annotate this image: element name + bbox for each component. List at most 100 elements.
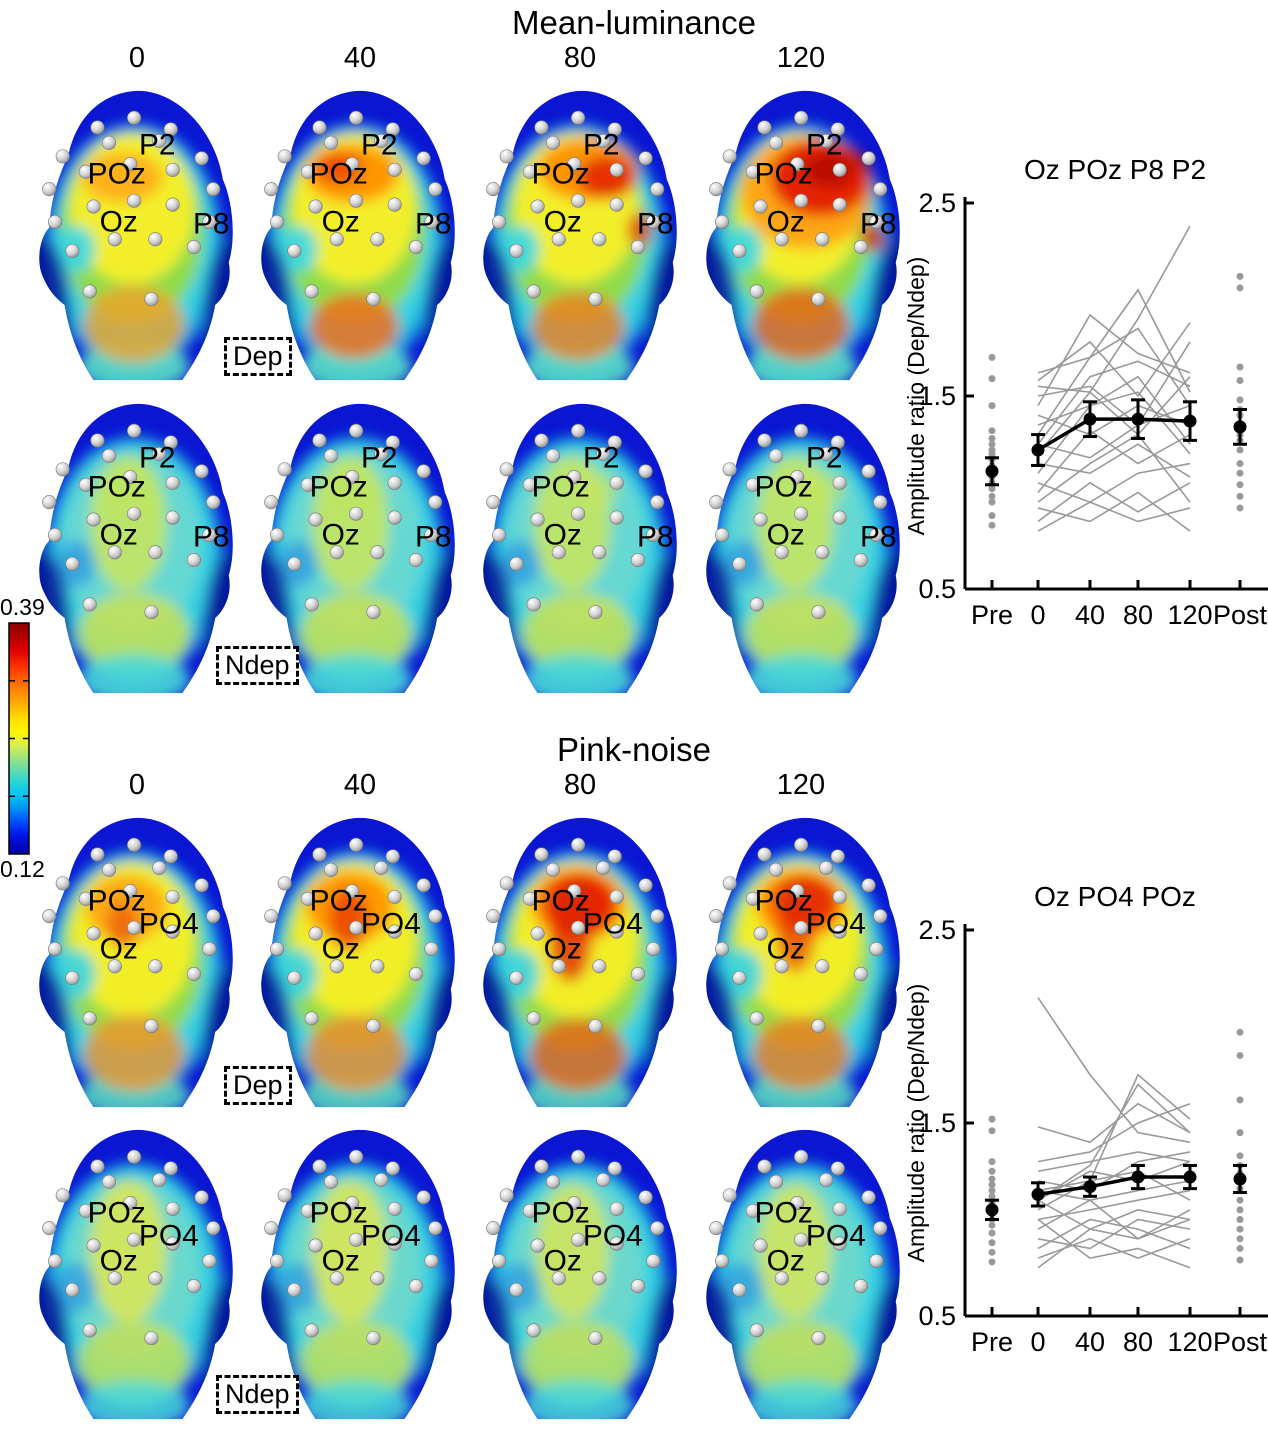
mean-point	[1233, 420, 1247, 434]
electrode-dot	[596, 1172, 611, 1187]
topography-blob	[522, 1320, 635, 1402]
electrode-dot	[287, 243, 302, 258]
topography-blob	[78, 654, 191, 694]
topography-blob	[522, 1380, 635, 1420]
electrode-dot	[264, 182, 279, 197]
electrode-dot	[830, 1161, 845, 1176]
electrode-dot	[424, 527, 439, 543]
topography-blob	[745, 1320, 858, 1402]
electrode-dot	[526, 284, 541, 299]
post-point	[1236, 504, 1244, 512]
electrode-label-oz: Oz	[100, 933, 138, 966]
electrode-dot	[387, 162, 402, 177]
electrode-label-oz: Oz	[544, 933, 582, 966]
column-label-0-pn: 0	[128, 769, 146, 801]
mean-point	[985, 464, 999, 478]
pre-point	[988, 1187, 996, 1195]
electrode-dot	[819, 1172, 834, 1187]
topography-blob	[776, 898, 815, 973]
electrode-dot	[753, 199, 768, 214]
electrode-dot	[630, 1278, 645, 1294]
electrode-dot	[722, 149, 737, 164]
electrode-dot	[408, 966, 423, 982]
electrode-dot	[202, 1253, 217, 1269]
electrode-dot	[107, 545, 122, 560]
electrode-dot	[499, 876, 514, 891]
topography-blob	[78, 1380, 191, 1420]
post-point	[1236, 1235, 1244, 1243]
mean-point	[1083, 412, 1097, 426]
electrode-dot	[830, 435, 845, 450]
topography-blob	[745, 341, 858, 381]
electrode-dot	[82, 1011, 97, 1026]
electrode-dot	[646, 941, 661, 957]
electrode-label-poz: POz	[88, 884, 146, 917]
electrode-dot	[385, 849, 400, 864]
pre-point	[988, 353, 996, 361]
electrode-dot	[127, 920, 142, 935]
electrode-label-p2: P2	[139, 128, 176, 161]
electrode-label-p8: P8	[860, 208, 897, 241]
electrode-dot	[509, 556, 524, 571]
electrode-dot	[567, 1196, 582, 1211]
electrode-dot	[323, 862, 339, 877]
electrode-dot	[551, 232, 566, 247]
electrode-dot	[486, 182, 501, 197]
pre-point	[988, 1258, 996, 1266]
condition-label-dep-pn: Dep	[224, 1066, 292, 1105]
electrode-dot	[790, 1196, 805, 1211]
electrode-dot	[522, 164, 537, 179]
post-point	[1236, 1206, 1244, 1214]
x-tick-label: Post	[1213, 1327, 1268, 1357]
electrode-dot	[349, 837, 364, 852]
electrode-dot	[571, 1149, 586, 1164]
electrode-dot	[815, 545, 830, 560]
condition-label-ndep-ml: Ndep	[216, 646, 299, 685]
electrode-dot	[853, 552, 868, 568]
individual-subject-line	[1037, 375, 1191, 445]
electrode-dot	[408, 1278, 423, 1294]
electrode-dot	[287, 970, 302, 985]
electrode-dot	[794, 1232, 809, 1247]
electrode-dot	[873, 909, 888, 924]
electrode-dot	[206, 909, 221, 924]
electrode-dot	[545, 1174, 561, 1189]
electrode-dot	[832, 1236, 847, 1251]
individual-subject-line	[1037, 1170, 1191, 1211]
electrode-dot	[90, 847, 105, 862]
post-point	[1236, 1216, 1244, 1223]
electrode-dot	[592, 545, 607, 560]
electrode-dot	[509, 970, 524, 985]
electrode-label-p8: P8	[193, 208, 230, 241]
electrode-dot	[345, 157, 360, 172]
individual-subject-line	[1037, 491, 1191, 532]
pre-point	[988, 1229, 996, 1237]
electrode-label-poz: POz	[755, 1196, 813, 1229]
electrode-dot	[832, 510, 847, 525]
electrode-dot	[78, 891, 93, 906]
electrode-dot	[646, 1253, 661, 1269]
electrode-dot	[499, 1188, 514, 1203]
pre-point	[988, 1221, 996, 1229]
pre-point	[988, 492, 996, 500]
electrode-dot	[42, 909, 57, 924]
electrode-dot	[768, 135, 784, 150]
electrode-label-po4: PO4	[139, 1220, 199, 1253]
pre-point	[988, 485, 996, 493]
electrode-dot	[638, 878, 653, 893]
topography-blob	[300, 654, 413, 694]
topography-blob	[83, 285, 185, 363]
topography-blob	[804, 152, 856, 188]
electrode-dot	[312, 847, 327, 862]
electrode-dot	[78, 477, 93, 492]
electrode-dot	[287, 1282, 302, 1297]
electrode-dot	[732, 1282, 747, 1297]
electrode-dot	[165, 162, 180, 177]
electrode-label-p2: P2	[361, 441, 398, 474]
electrode-dot	[127, 837, 142, 852]
electrode-dot	[123, 157, 138, 172]
electrode-dot	[277, 876, 292, 891]
